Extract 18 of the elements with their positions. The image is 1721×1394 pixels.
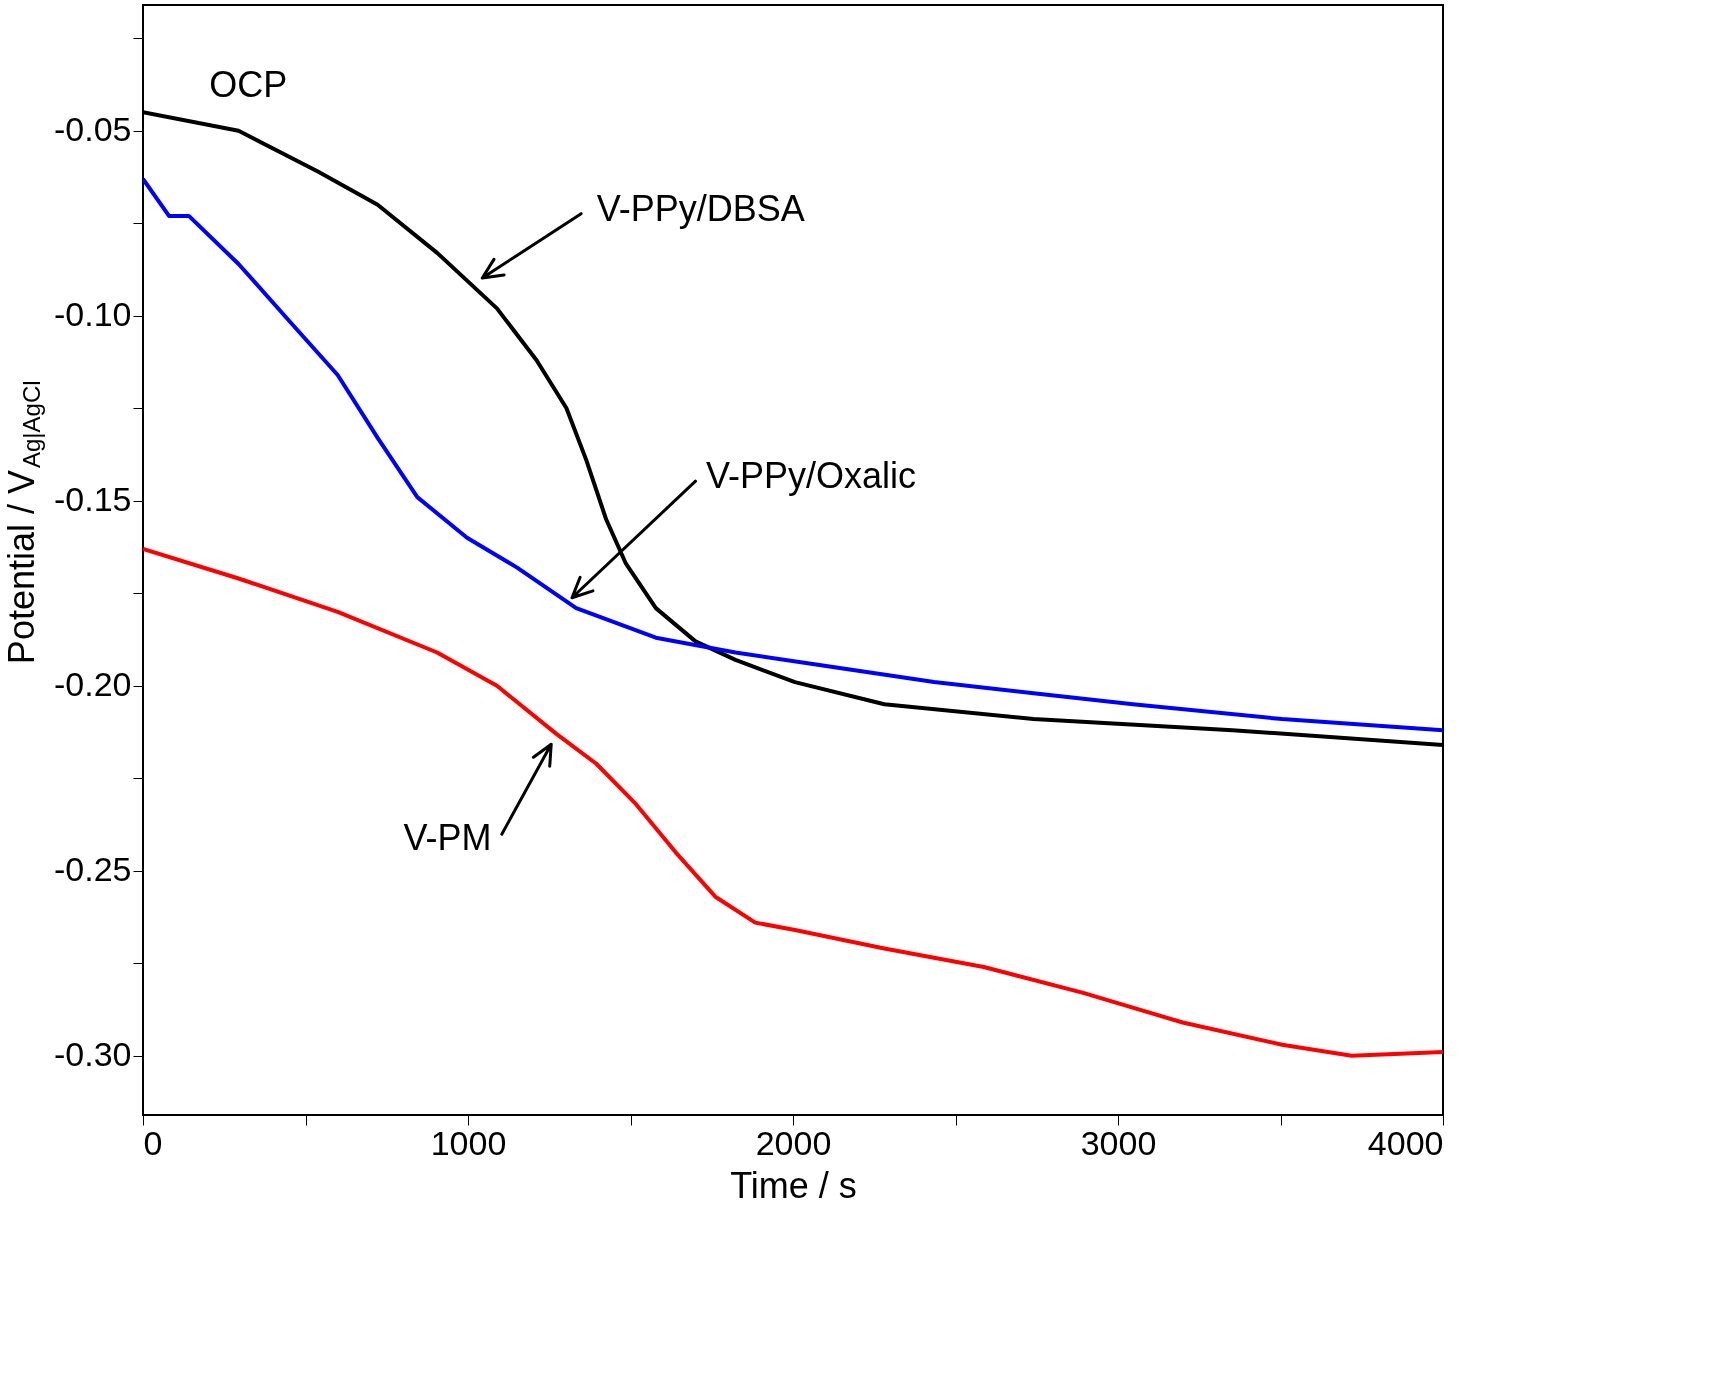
x-axis-title: Time / s xyxy=(730,1164,857,1206)
x-tick-label: 1000 xyxy=(430,1123,507,1162)
y-tick-label: -0.20 xyxy=(54,665,132,704)
y-tick-label: -0.15 xyxy=(54,480,132,519)
x-tick-label: 4000 xyxy=(1367,1123,1444,1162)
annotation: OCP xyxy=(209,64,288,106)
y-tick-label: -0.05 xyxy=(54,110,132,149)
y-axis-title: Potential / VAg|AgCl xyxy=(1,380,45,665)
y-tick-label: -0.30 xyxy=(54,1035,132,1074)
x-tick-label: 2000 xyxy=(755,1123,832,1162)
line-series xyxy=(143,546,1443,1058)
y-tick-label: -0.10 xyxy=(54,295,132,334)
x-tick-label: 3000 xyxy=(1080,1123,1157,1162)
annotation: V-PM xyxy=(403,816,492,858)
annotation: V-PPy/Oxalic xyxy=(705,454,916,496)
annotation: V-PPy/DBSA xyxy=(596,188,805,230)
y-tick-label: -0.25 xyxy=(54,850,132,889)
x-tick-label: 0 xyxy=(143,1123,163,1162)
